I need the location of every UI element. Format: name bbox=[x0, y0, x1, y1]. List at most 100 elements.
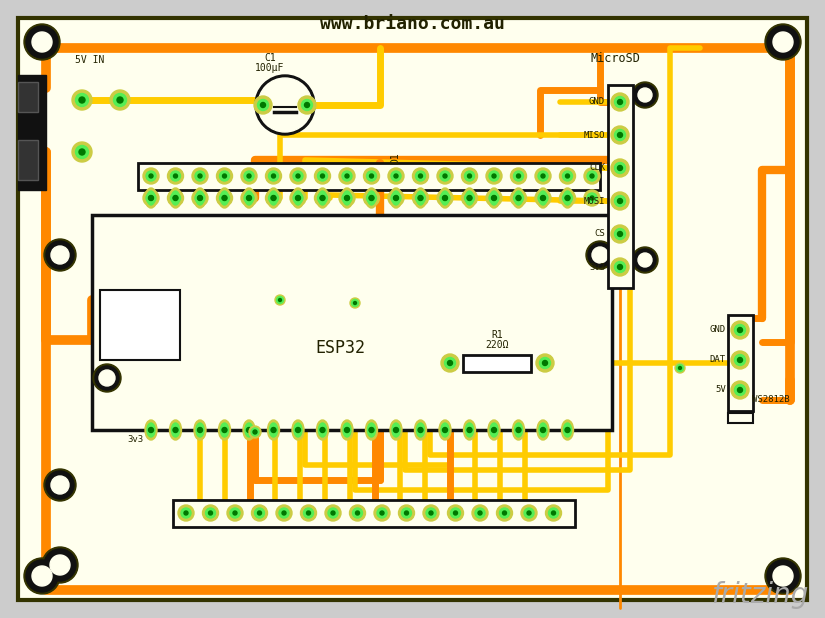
Ellipse shape bbox=[464, 420, 475, 440]
Circle shape bbox=[559, 168, 576, 184]
Circle shape bbox=[202, 505, 219, 521]
Circle shape bbox=[350, 505, 365, 521]
Text: MicroSD: MicroSD bbox=[590, 51, 640, 64]
Circle shape bbox=[320, 428, 325, 433]
Circle shape bbox=[364, 190, 380, 206]
Circle shape bbox=[295, 428, 300, 433]
Ellipse shape bbox=[417, 423, 425, 437]
Ellipse shape bbox=[390, 188, 402, 208]
Ellipse shape bbox=[465, 423, 474, 437]
Text: 100μF: 100μF bbox=[255, 63, 285, 73]
Circle shape bbox=[173, 196, 177, 200]
Circle shape bbox=[370, 196, 374, 200]
Ellipse shape bbox=[270, 191, 277, 205]
Circle shape bbox=[143, 190, 159, 206]
Circle shape bbox=[536, 354, 554, 372]
Text: 220Ω: 220Ω bbox=[485, 340, 509, 350]
Circle shape bbox=[412, 190, 428, 206]
Circle shape bbox=[516, 174, 521, 178]
Circle shape bbox=[195, 193, 205, 203]
Circle shape bbox=[271, 174, 276, 178]
Ellipse shape bbox=[243, 188, 255, 208]
Circle shape bbox=[538, 193, 548, 203]
Circle shape bbox=[320, 195, 325, 200]
Circle shape bbox=[461, 168, 478, 184]
Circle shape bbox=[559, 190, 576, 206]
Ellipse shape bbox=[194, 188, 206, 208]
Circle shape bbox=[486, 190, 502, 206]
Circle shape bbox=[738, 328, 743, 332]
Circle shape bbox=[146, 171, 156, 181]
Circle shape bbox=[252, 505, 267, 521]
Text: MISO: MISO bbox=[583, 130, 605, 140]
Circle shape bbox=[244, 171, 254, 181]
Circle shape bbox=[300, 505, 317, 521]
Circle shape bbox=[257, 511, 262, 515]
Circle shape bbox=[276, 505, 292, 521]
Ellipse shape bbox=[317, 188, 328, 208]
Ellipse shape bbox=[441, 191, 449, 205]
Circle shape bbox=[26, 560, 58, 592]
Ellipse shape bbox=[317, 420, 328, 440]
Circle shape bbox=[254, 508, 265, 518]
Circle shape bbox=[731, 351, 749, 369]
Ellipse shape bbox=[219, 188, 230, 208]
Circle shape bbox=[351, 300, 359, 307]
Circle shape bbox=[342, 171, 352, 181]
Circle shape bbox=[230, 508, 240, 518]
Circle shape bbox=[587, 193, 597, 203]
Circle shape bbox=[516, 195, 521, 200]
Circle shape bbox=[298, 96, 316, 114]
Ellipse shape bbox=[414, 188, 427, 208]
Circle shape bbox=[251, 428, 259, 436]
Circle shape bbox=[634, 84, 656, 106]
Circle shape bbox=[282, 511, 286, 515]
Ellipse shape bbox=[490, 191, 498, 205]
Circle shape bbox=[339, 190, 355, 206]
Circle shape bbox=[445, 357, 455, 368]
Ellipse shape bbox=[220, 423, 229, 437]
Circle shape bbox=[418, 196, 422, 200]
Circle shape bbox=[527, 511, 531, 515]
Bar bbox=[18, 140, 38, 180]
Circle shape bbox=[767, 26, 799, 58]
Circle shape bbox=[318, 171, 328, 181]
Circle shape bbox=[731, 381, 749, 399]
Circle shape bbox=[516, 196, 521, 200]
Circle shape bbox=[345, 428, 350, 433]
Ellipse shape bbox=[488, 188, 500, 208]
Text: 5V: 5V bbox=[715, 386, 726, 394]
Circle shape bbox=[32, 32, 52, 52]
Circle shape bbox=[24, 24, 60, 60]
Circle shape bbox=[478, 511, 482, 515]
Circle shape bbox=[388, 190, 404, 206]
Circle shape bbox=[223, 196, 227, 200]
Circle shape bbox=[325, 505, 341, 521]
Circle shape bbox=[222, 195, 227, 200]
Circle shape bbox=[117, 97, 123, 103]
Circle shape bbox=[475, 508, 485, 518]
Ellipse shape bbox=[169, 188, 182, 208]
Circle shape bbox=[521, 505, 537, 521]
Circle shape bbox=[275, 295, 285, 305]
Circle shape bbox=[72, 142, 92, 162]
Ellipse shape bbox=[563, 191, 572, 205]
Circle shape bbox=[394, 428, 398, 433]
Circle shape bbox=[513, 171, 524, 181]
Circle shape bbox=[617, 132, 623, 137]
Circle shape bbox=[489, 171, 499, 181]
Circle shape bbox=[301, 99, 313, 111]
Ellipse shape bbox=[515, 423, 522, 437]
Circle shape bbox=[192, 168, 208, 184]
Circle shape bbox=[429, 511, 433, 515]
Ellipse shape bbox=[392, 191, 400, 205]
Circle shape bbox=[276, 297, 284, 303]
Bar bbox=[173, 500, 575, 527]
Circle shape bbox=[632, 82, 658, 108]
Circle shape bbox=[233, 511, 237, 515]
Circle shape bbox=[468, 196, 472, 200]
Circle shape bbox=[173, 195, 178, 200]
Circle shape bbox=[464, 171, 474, 181]
Circle shape bbox=[394, 195, 398, 200]
Ellipse shape bbox=[292, 188, 304, 208]
